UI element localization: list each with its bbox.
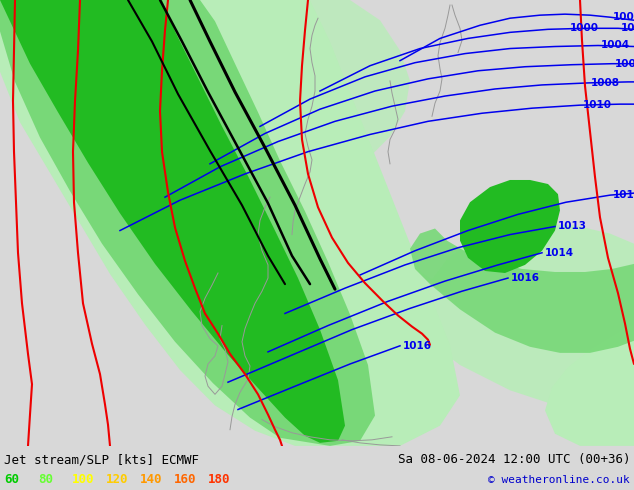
Text: 1016: 1016	[511, 273, 540, 283]
Polygon shape	[360, 213, 634, 408]
Polygon shape	[410, 228, 634, 353]
Text: 160: 160	[174, 473, 197, 487]
Text: Jet stream/SLP [kts] ECMWF: Jet stream/SLP [kts] ECMWF	[4, 453, 199, 466]
Polygon shape	[280, 0, 410, 167]
Polygon shape	[545, 324, 634, 446]
Text: 1002: 1002	[621, 24, 634, 33]
Text: 1012: 1012	[613, 190, 634, 200]
Text: 180: 180	[208, 473, 231, 487]
Text: 60: 60	[4, 473, 19, 487]
Text: 140: 140	[140, 473, 162, 487]
Polygon shape	[460, 180, 560, 273]
Text: 1000: 1000	[570, 24, 599, 33]
Text: © weatheronline.co.uk: © weatheronline.co.uk	[488, 475, 630, 485]
Text: 1014: 1014	[545, 248, 574, 258]
Text: Sa 08-06-2024 12:00 UTC (00+36): Sa 08-06-2024 12:00 UTC (00+36)	[398, 453, 630, 466]
Text: 1006: 1006	[615, 59, 634, 69]
Polygon shape	[0, 0, 460, 446]
Text: 80: 80	[38, 473, 53, 487]
Text: 100: 100	[72, 473, 94, 487]
Text: 1008: 1008	[591, 78, 620, 88]
Text: 120: 120	[106, 473, 129, 487]
Text: 1004: 1004	[601, 41, 630, 50]
Polygon shape	[0, 0, 345, 443]
Text: 1000: 1000	[613, 12, 634, 22]
Text: 1013: 1013	[558, 221, 587, 231]
Polygon shape	[0, 0, 375, 446]
Text: 1016: 1016	[403, 341, 432, 351]
Text: 1010: 1010	[583, 100, 612, 110]
